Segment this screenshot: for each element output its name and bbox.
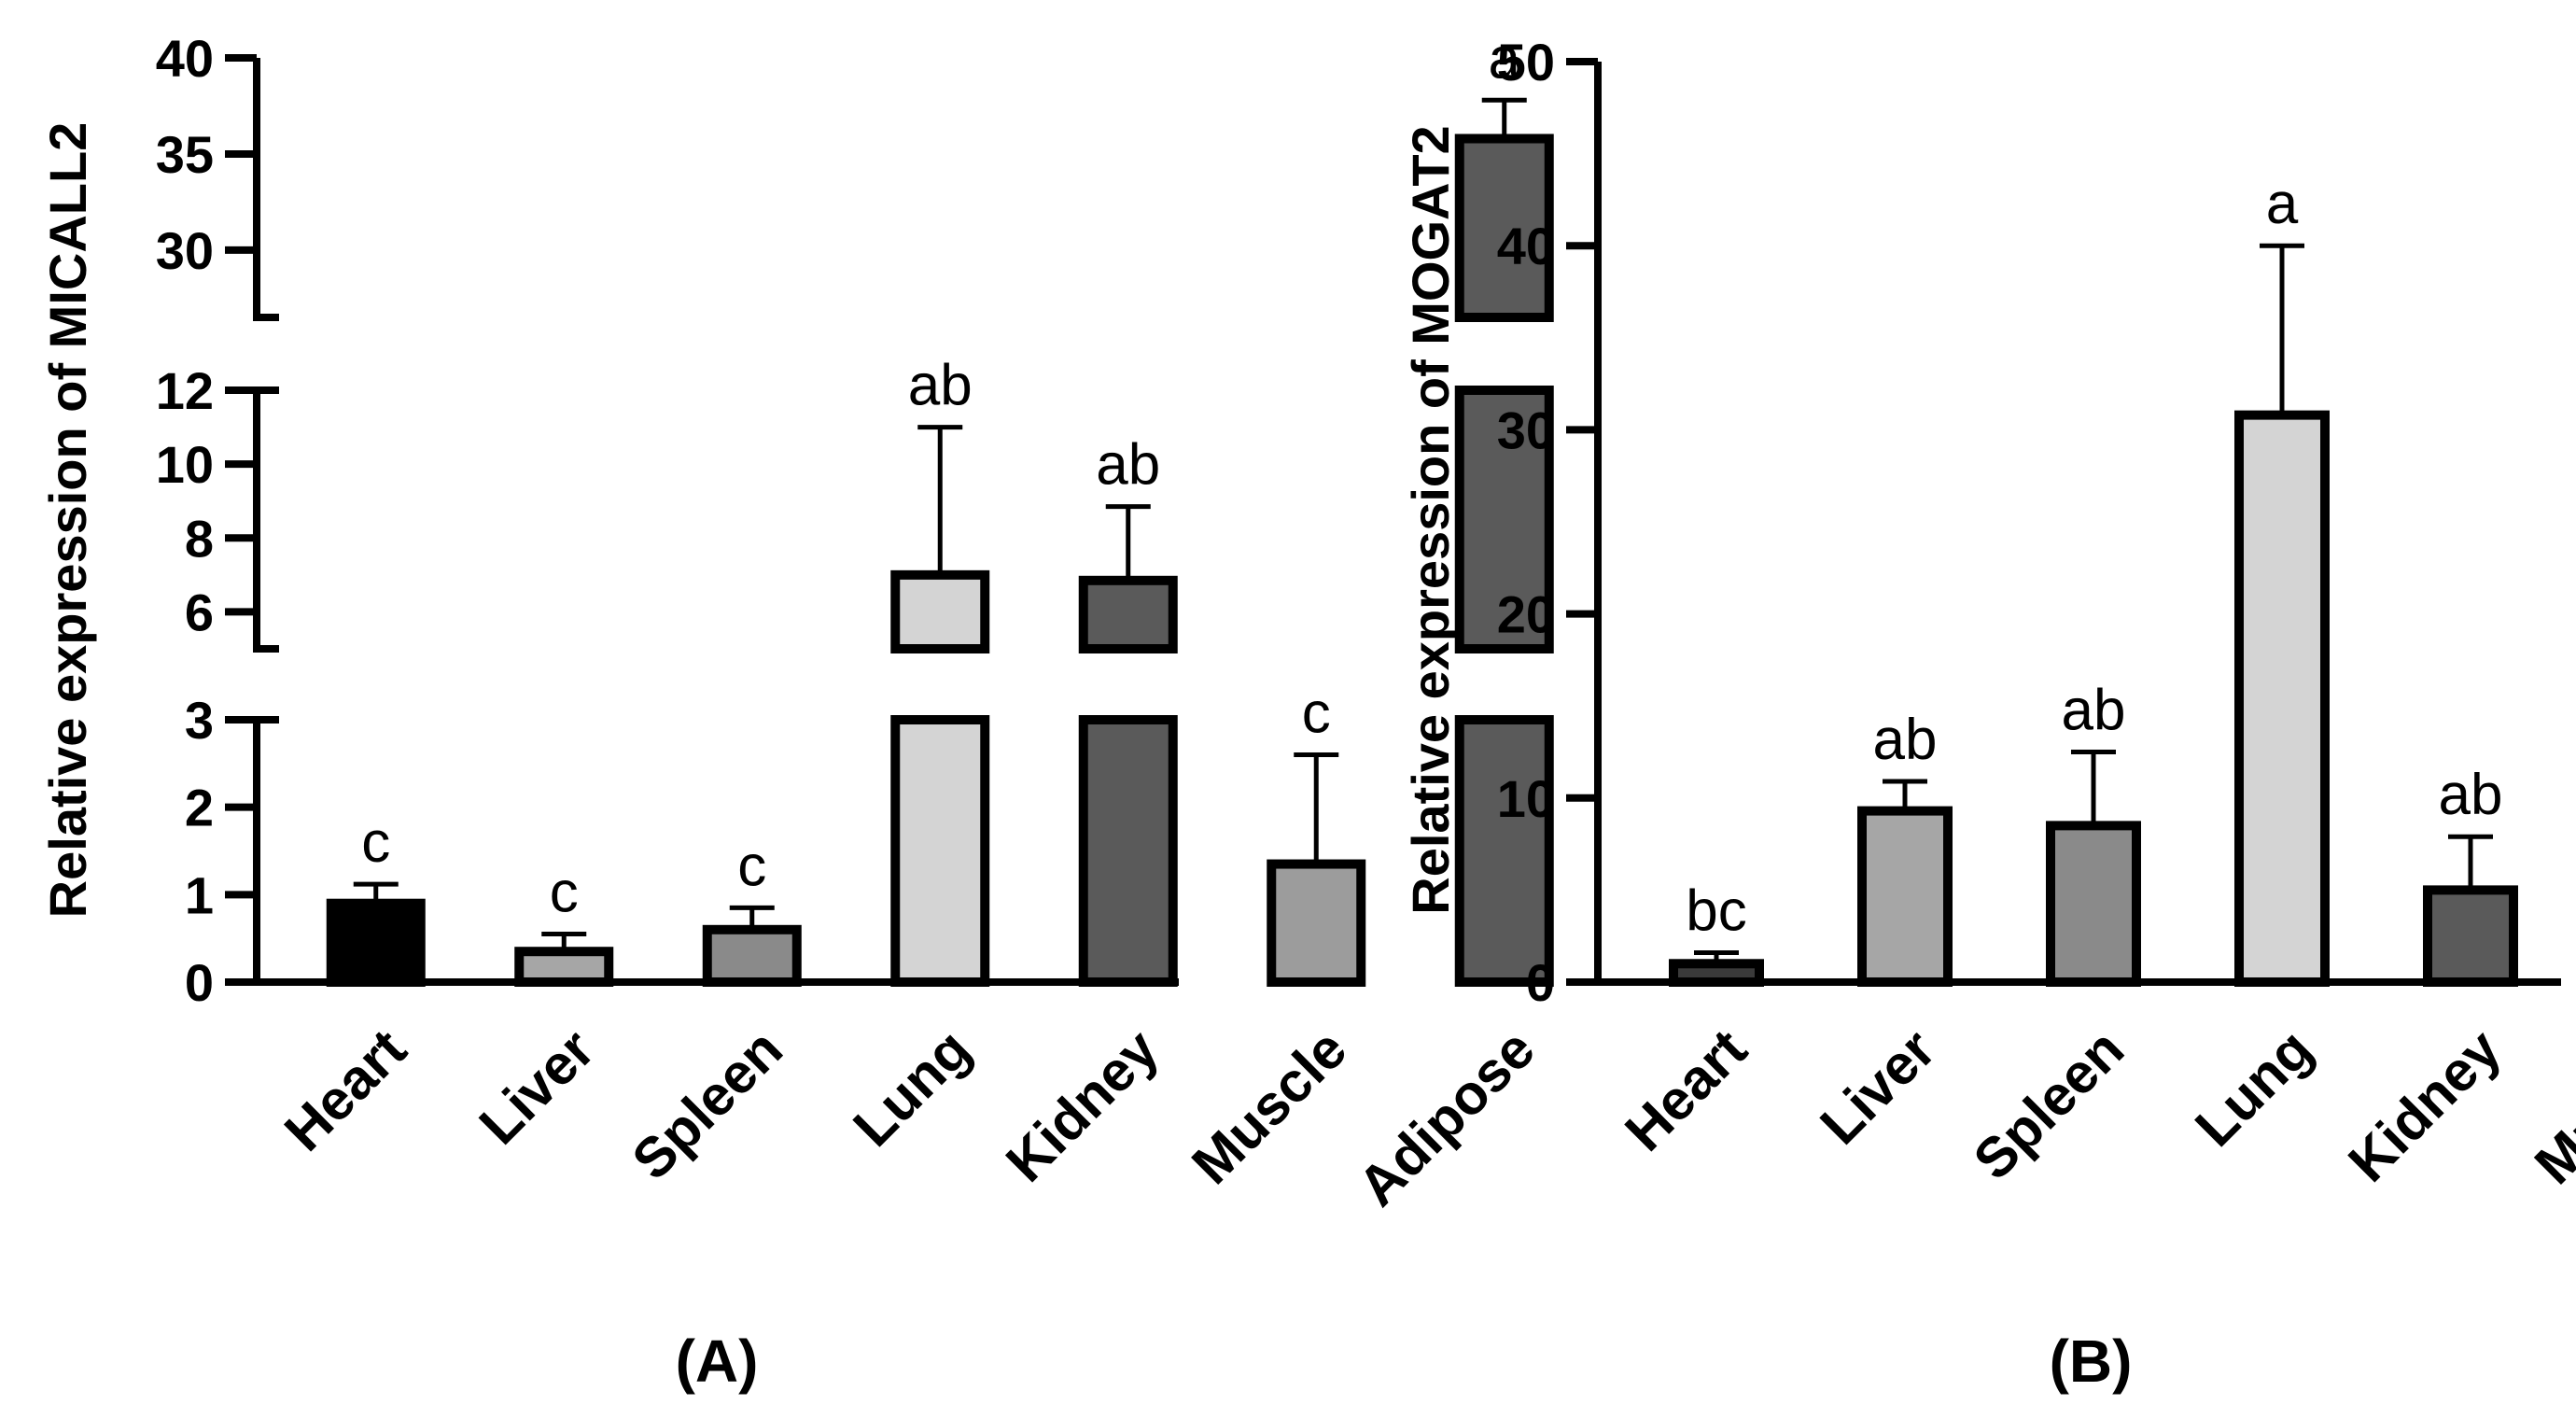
panel-a-category-label: Spleen bbox=[620, 1018, 793, 1191]
panel-a-bar bbox=[890, 569, 990, 653]
panel-b-chart: 0 10 20 30 40 50 bc Heart ab Liver ab Spleen a Lung ab… bbox=[1401, 33, 2576, 1395]
panel-b-significance-label: bc bbox=[1686, 878, 1746, 943]
panel-b-label: (B) bbox=[2050, 1328, 2133, 1395]
panel-a-bar bbox=[514, 947, 614, 988]
panel-b-y-tick-label: 30 bbox=[1497, 400, 1555, 459]
panel-a-bar bbox=[702, 924, 802, 987]
panel-a-y-tick-label: 1 bbox=[185, 865, 214, 924]
panel-b-y-tick-label: 50 bbox=[1497, 33, 1555, 91]
panel-a-bar bbox=[1267, 859, 1366, 987]
panel-b-y-tick-label: 0 bbox=[1526, 953, 1555, 1012]
panel-a-category-label: Liver bbox=[468, 1018, 607, 1157]
panel-b-category-label: Liver bbox=[1808, 1018, 1947, 1157]
panel-a-significance-label: ab bbox=[1096, 433, 1160, 498]
panel-a-category-label: Lung bbox=[841, 1018, 982, 1159]
panel-a-category-label: Muscle bbox=[1180, 1018, 1358, 1196]
panel-a-significance-label: c bbox=[1302, 681, 1331, 745]
panel-a-y-tick-label: 3 bbox=[185, 691, 214, 750]
panel-a-bar bbox=[1454, 386, 1554, 653]
panel-a-significance-label: c bbox=[737, 834, 766, 898]
panel-a-y-tick-label: 10 bbox=[156, 435, 214, 494]
panel-a-y-tick-label: 30 bbox=[156, 221, 214, 280]
panel-b-category-label: Lung bbox=[2183, 1018, 2324, 1159]
panel-b-significance-label: a bbox=[2266, 172, 2299, 236]
panel-b-y-axis-title: Relative expression of MOGAT2 bbox=[1401, 125, 1460, 914]
panel-b-significance-label: ab bbox=[1873, 708, 1938, 772]
panel-a-y-tick-label: 12 bbox=[156, 361, 214, 420]
panel-b-bar bbox=[1669, 959, 1764, 988]
panel-a-significance-label: a bbox=[1489, 26, 1521, 91]
panel-b-category-label: Kidney bbox=[2336, 1017, 2513, 1193]
panel-b-category-label: Spleen bbox=[1962, 1018, 2135, 1191]
panel-a-bar bbox=[326, 898, 426, 988]
panel-a-bar bbox=[890, 715, 990, 987]
panel-a-bar bbox=[1078, 715, 1178, 987]
panel-a-bar bbox=[1078, 575, 1178, 653]
panel-a-y-tick-label: 6 bbox=[185, 583, 214, 641]
panel-b-y-tick-label: 40 bbox=[1497, 217, 1555, 275]
panel-b-bar bbox=[2046, 821, 2141, 987]
panel-b-y-tick-label: 10 bbox=[1497, 769, 1555, 828]
panel-a-y-tick-label: 35 bbox=[156, 125, 214, 184]
panel-a-y-tick-label: 0 bbox=[185, 953, 214, 1012]
panel-a-y-tick-label: 40 bbox=[156, 29, 214, 88]
panel-b-y-tick-label: 20 bbox=[1497, 585, 1555, 644]
panel-b-significance-label: ab bbox=[2439, 763, 2503, 827]
panel-a-chart: 0123681012303540cHeartcLivercSpleenabLun… bbox=[38, 26, 1554, 1395]
panel-b-significance-label: ab bbox=[2062, 679, 2126, 743]
panel-b-category-label: Heart bbox=[1613, 1018, 1758, 1163]
panel-a-significance-label: ab bbox=[908, 354, 973, 418]
panel-a-significance-label: c bbox=[361, 810, 390, 875]
panel-a-y-tick-label: 8 bbox=[185, 509, 214, 568]
panel-a-category-label: Heart bbox=[273, 1018, 418, 1163]
panel-a-y-axis-title: Relative expression of MICALL2 bbox=[38, 122, 97, 919]
panel-b-bar bbox=[2234, 410, 2330, 987]
panel-a-bar bbox=[1454, 715, 1554, 987]
panel-a-significance-label: c bbox=[550, 860, 579, 924]
panel-b-bar bbox=[2423, 885, 2518, 988]
panel-a-category-label: Kidney bbox=[994, 1017, 1170, 1193]
panel-a-label: (A) bbox=[676, 1328, 759, 1395]
panel-a-bar bbox=[1454, 133, 1554, 322]
panel-a-category-label: Adipose bbox=[1346, 1018, 1547, 1218]
panel-b-bar bbox=[1857, 806, 1953, 987]
panel-b-category-label: Muscle bbox=[2523, 1018, 2576, 1196]
panel-a-y-tick-label: 2 bbox=[185, 779, 214, 837]
